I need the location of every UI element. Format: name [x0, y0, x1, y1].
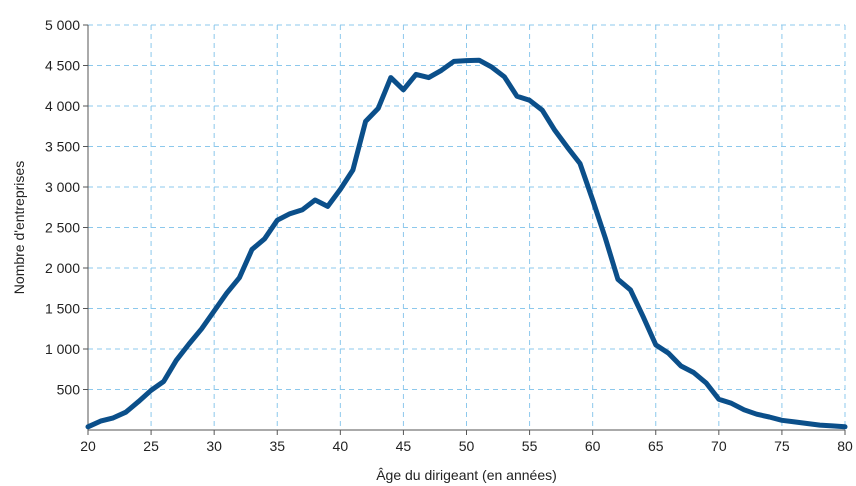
data-point	[718, 398, 720, 400]
x-tick-label: 70	[711, 438, 727, 454]
y-axis-title: Nombre d'entreprises	[11, 161, 27, 294]
data-point	[579, 163, 581, 165]
data-point	[705, 382, 707, 384]
y-tick-label: 5 000	[45, 17, 80, 33]
data-point	[566, 146, 568, 148]
data-point	[630, 289, 632, 291]
y-tick-label: 3 000	[45, 179, 80, 195]
x-tick-label: 25	[143, 438, 159, 454]
x-tick-label: 75	[774, 438, 790, 454]
data-point	[819, 424, 821, 426]
data-point	[781, 419, 783, 421]
data-point	[201, 328, 203, 330]
data-point	[617, 278, 619, 280]
data-point	[125, 411, 127, 413]
y-tick-label: 2 000	[45, 260, 80, 276]
data-point	[415, 73, 417, 75]
data-point	[831, 425, 833, 427]
data-point	[390, 77, 392, 79]
data-point	[339, 188, 341, 190]
x-tick-label: 65	[648, 438, 664, 454]
data-point	[667, 352, 669, 354]
data-point	[516, 95, 518, 97]
data-point	[213, 310, 215, 312]
data-point	[289, 213, 291, 215]
data-point	[756, 413, 758, 415]
x-tick-label: 45	[396, 438, 412, 454]
y-tick-label: 4 000	[45, 98, 80, 114]
data-point	[163, 380, 165, 382]
data-point	[680, 365, 682, 367]
data-point	[100, 420, 102, 422]
data-point	[592, 199, 594, 201]
data-point	[491, 66, 493, 68]
data-point	[693, 371, 695, 373]
data-point	[137, 401, 139, 403]
x-tick-label: 30	[206, 438, 222, 454]
y-tick-label: 1 000	[45, 341, 80, 357]
x-tick-label: 35	[269, 438, 285, 454]
data-point	[112, 417, 114, 419]
x-axis-title: Âge du dirigeant (en années)	[376, 467, 557, 483]
data-point	[529, 99, 531, 101]
y-tick-label: 2 500	[45, 220, 80, 236]
data-point	[276, 219, 278, 221]
axes	[83, 24, 846, 435]
data-point	[377, 107, 379, 109]
data-point	[844, 426, 846, 428]
data-point	[794, 421, 796, 423]
data-point	[541, 109, 543, 111]
data-point	[453, 60, 455, 62]
data-point	[150, 389, 152, 391]
y-tick-label: 4 500	[45, 58, 80, 74]
tick-labels: 20 25 30 35 40 45 50 55 60 65 70 75 80 500 1 000 1 500 2…	[45, 17, 853, 454]
data-point	[238, 277, 240, 279]
x-tick-label: 60	[585, 438, 601, 454]
x-tick-label: 50	[459, 438, 475, 454]
data-point	[402, 89, 404, 91]
series-layer	[85, 57, 848, 430]
data-point	[604, 237, 606, 239]
data-point	[314, 199, 316, 201]
data-point	[503, 76, 505, 78]
y-tick-label: 3 500	[45, 139, 80, 155]
data-point	[264, 238, 266, 240]
y-tick-label: 500	[57, 382, 81, 398]
data-point	[806, 423, 808, 425]
data-point	[301, 209, 303, 211]
grid	[88, 24, 846, 430]
x-tick-label: 55	[522, 438, 538, 454]
data-point	[440, 69, 442, 71]
data-point	[642, 316, 644, 318]
data-point	[226, 292, 228, 294]
data-point	[428, 77, 430, 79]
data-point	[352, 169, 354, 171]
y-tick-label: 1 500	[45, 301, 80, 317]
data-point	[478, 59, 480, 61]
data-point	[655, 344, 657, 346]
data-point	[87, 426, 89, 428]
data-point	[327, 205, 329, 207]
data-point	[251, 248, 253, 250]
data-point	[466, 60, 467, 62]
data-point	[188, 343, 190, 345]
x-tick-label: 40	[333, 438, 349, 454]
data-point	[554, 129, 556, 131]
data-point	[365, 120, 367, 122]
data-point	[175, 359, 177, 361]
data-point	[768, 416, 770, 418]
x-tick-label: 20	[80, 438, 96, 454]
x-tick-label: 80	[837, 438, 853, 454]
data-point	[743, 409, 745, 411]
data-point	[730, 402, 732, 404]
